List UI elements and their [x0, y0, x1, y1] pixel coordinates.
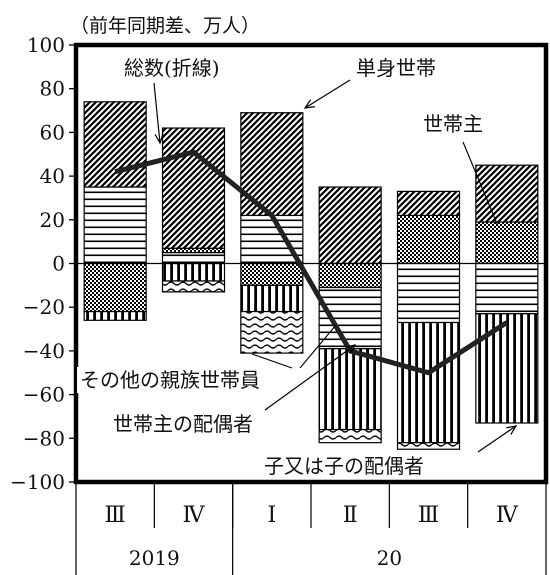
annotation-spouse-bg: [110, 411, 256, 437]
annotation-single: 単身世帯: [356, 56, 436, 80]
bar-segment: [240, 284, 304, 313]
bar-segment: [161, 127, 226, 249]
annotation-spouse-arrow: [264, 344, 356, 411]
quarter-label: Ⅲ: [105, 503, 126, 528]
bar-segment: [396, 442, 461, 450]
bar-segment: [475, 221, 539, 265]
bar-segment: [318, 186, 382, 265]
annotation-other-bg: [77, 367, 263, 393]
bar-segment: [161, 262, 226, 282]
annotation-other: その他の親族世帯員: [80, 368, 260, 392]
annotation-head-leader: [462, 141, 499, 227]
y-tick-label: −100: [10, 470, 65, 494]
quarter-label: Ⅲ: [418, 503, 439, 528]
year-label: 20: [377, 546, 402, 570]
annotation-total: 総数(折線): [124, 56, 220, 80]
bar-segment: [161, 251, 226, 265]
bar-segment: [318, 262, 382, 289]
annotation-other-leader-2: [251, 353, 293, 369]
quarter-label: Ⅰ: [267, 503, 276, 528]
y-tick-label: 0: [52, 252, 65, 276]
total-line: [114, 149, 509, 376]
y-axis: 100 80 60 40 20 0 −20 −40 −60 −80 −100: [10, 33, 76, 494]
bars-layer: [83, 101, 539, 450]
y-tick-label: 40: [40, 164, 65, 188]
quarter-label: Ⅱ: [343, 503, 358, 528]
bar-segment: [475, 313, 539, 424]
y-tick-label: 100: [27, 33, 65, 57]
annotation-single-arrow-head: [303, 99, 315, 109]
bar-segment: [475, 164, 539, 223]
quarter-label: Ⅳ: [183, 503, 206, 528]
bar-segment: [240, 262, 304, 286]
bar-segment: [396, 262, 461, 324]
bar-segment: [318, 348, 382, 431]
unit-label: （前年同期差、万人）: [70, 15, 260, 37]
y-tick-label: 80: [40, 77, 65, 101]
bar-segment: [83, 262, 147, 313]
bar-segment: [83, 310, 147, 321]
bar-segment: [396, 321, 461, 444]
bar-segment: [396, 214, 461, 265]
annotation-spouse: 世帯主の配偶者: [113, 412, 253, 436]
bar-segment: [83, 186, 147, 265]
annotation-child-arrow: [477, 425, 517, 453]
y-tick-label: 20: [40, 208, 65, 232]
annotation-spouse-arrow-head: [345, 344, 357, 354]
annotation-total-arrow-head: [154, 133, 164, 145]
y-tick-label: −20: [23, 295, 65, 319]
annotation-total-arrow: [153, 82, 161, 144]
annotation-child-bg: [261, 453, 427, 479]
bar-segment: [161, 247, 226, 254]
bar-segment: [318, 428, 382, 444]
annotation-child-arrow-head: [506, 425, 518, 435]
year-label: 2019: [129, 546, 180, 570]
bar-segment: [240, 310, 304, 354]
bar-segment: [161, 280, 226, 293]
bar-segment: [475, 262, 539, 315]
y-tick-label: −40: [23, 339, 65, 363]
annotation-total-bg: [121, 55, 247, 81]
bar-segment: [83, 101, 147, 188]
y-tick-label: 60: [40, 120, 65, 144]
annotation-head: 世帯主: [423, 112, 483, 136]
quarter-label: Ⅳ: [496, 503, 519, 528]
y-tick-label: −60: [23, 383, 65, 407]
annotation-single-arrow: [304, 79, 351, 109]
annotation-child: 子又は子の配偶者: [264, 454, 424, 478]
bar-segment: [396, 190, 461, 217]
y-tick-label: −80: [23, 426, 65, 450]
annotation-other-leader: [299, 324, 337, 369]
